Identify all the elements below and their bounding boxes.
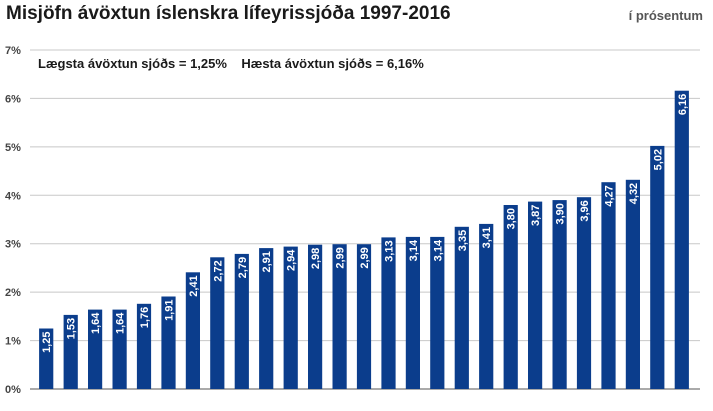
bar	[405, 236, 420, 389]
bars	[39, 90, 689, 389]
chart-unit-label: í prósentum	[628, 8, 703, 23]
bar	[430, 236, 445, 389]
bar-value-label: 3,41	[481, 227, 493, 248]
y-tick-label: 2%	[5, 287, 21, 299]
bar	[136, 303, 152, 389]
bar	[88, 309, 103, 389]
y-tick-label: 0%	[5, 384, 21, 396]
bar-value-label: 2,99	[335, 247, 347, 268]
bar	[332, 244, 347, 389]
bar-value-label: 1,64	[115, 312, 127, 334]
bar-value-label: 1,25	[41, 332, 53, 353]
bar-value-label: 6,16	[677, 94, 689, 115]
y-tick-label: 1%	[5, 336, 21, 348]
bar	[112, 309, 127, 389]
y-tick-label: 5%	[5, 142, 21, 154]
bar	[259, 248, 274, 389]
bar	[210, 257, 225, 389]
bar	[39, 328, 54, 389]
bar	[161, 296, 176, 389]
bar-value-label: 4,32	[628, 183, 640, 204]
bar-value-label: 3,80	[506, 208, 518, 229]
bar	[528, 201, 543, 389]
bar	[650, 145, 665, 389]
bar-labels: 1,25 1,53 1,64 1,64 1,76 1,91 2,41 2,72 2,79 2,91…	[41, 94, 689, 353]
bar	[552, 200, 567, 389]
bar	[625, 179, 640, 389]
bar-value-label: 3,96	[579, 200, 591, 221]
annotation-min-max: Lægsta ávöxtun sjóðs = 1,25% Hæsta ávöxt…	[38, 56, 424, 71]
bar-value-label: 2,98	[310, 248, 322, 269]
bar	[381, 237, 396, 389]
bar-value-label: 4,27	[603, 185, 615, 206]
bar-value-label: 3,35	[457, 230, 469, 251]
bar-value-label: 1,76	[139, 307, 151, 328]
bar	[479, 223, 494, 389]
bar-value-label: 3,14	[432, 239, 444, 261]
bar	[576, 197, 592, 389]
bar	[185, 272, 200, 389]
y-tick-label: 4%	[5, 190, 21, 202]
y-tick-label: 3%	[5, 239, 21, 251]
y-tick-label: 6%	[5, 93, 21, 105]
bar	[283, 246, 298, 389]
bar-value-label: 2,41	[188, 275, 200, 296]
bar	[674, 90, 689, 389]
bar	[308, 244, 323, 389]
bar	[454, 226, 469, 389]
bar-value-label: 5,02	[652, 149, 664, 170]
bar-value-label: 1,53	[66, 318, 78, 339]
bar-value-label: 3,13	[383, 240, 395, 261]
chart-title: Misjöfn ávöxtun íslenskra lífeyrissjóða …	[6, 3, 451, 24]
bar	[503, 205, 518, 389]
bar-value-label: 2,94	[286, 249, 298, 271]
bar	[234, 253, 249, 389]
bar-value-label: 2,79	[237, 257, 249, 278]
bar-value-label: 1,64	[90, 312, 102, 334]
bar-value-label: 3,87	[530, 205, 542, 226]
bar-value-label: 2,91	[261, 251, 273, 272]
bar	[356, 244, 372, 389]
bar	[63, 314, 78, 389]
bar-value-label: 3,14	[408, 239, 420, 261]
y-axis-ticks: 0% 1% 2% 3% 4% 5% 6% 7%	[5, 45, 21, 396]
bar-value-label: 2,72	[212, 260, 224, 281]
bar-value-label: 2,99	[359, 247, 371, 268]
bar	[601, 182, 616, 389]
y-tick-label: 7%	[5, 45, 21, 57]
bar-value-label: 3,90	[555, 203, 567, 224]
bar-value-label: 1,91	[163, 300, 175, 321]
